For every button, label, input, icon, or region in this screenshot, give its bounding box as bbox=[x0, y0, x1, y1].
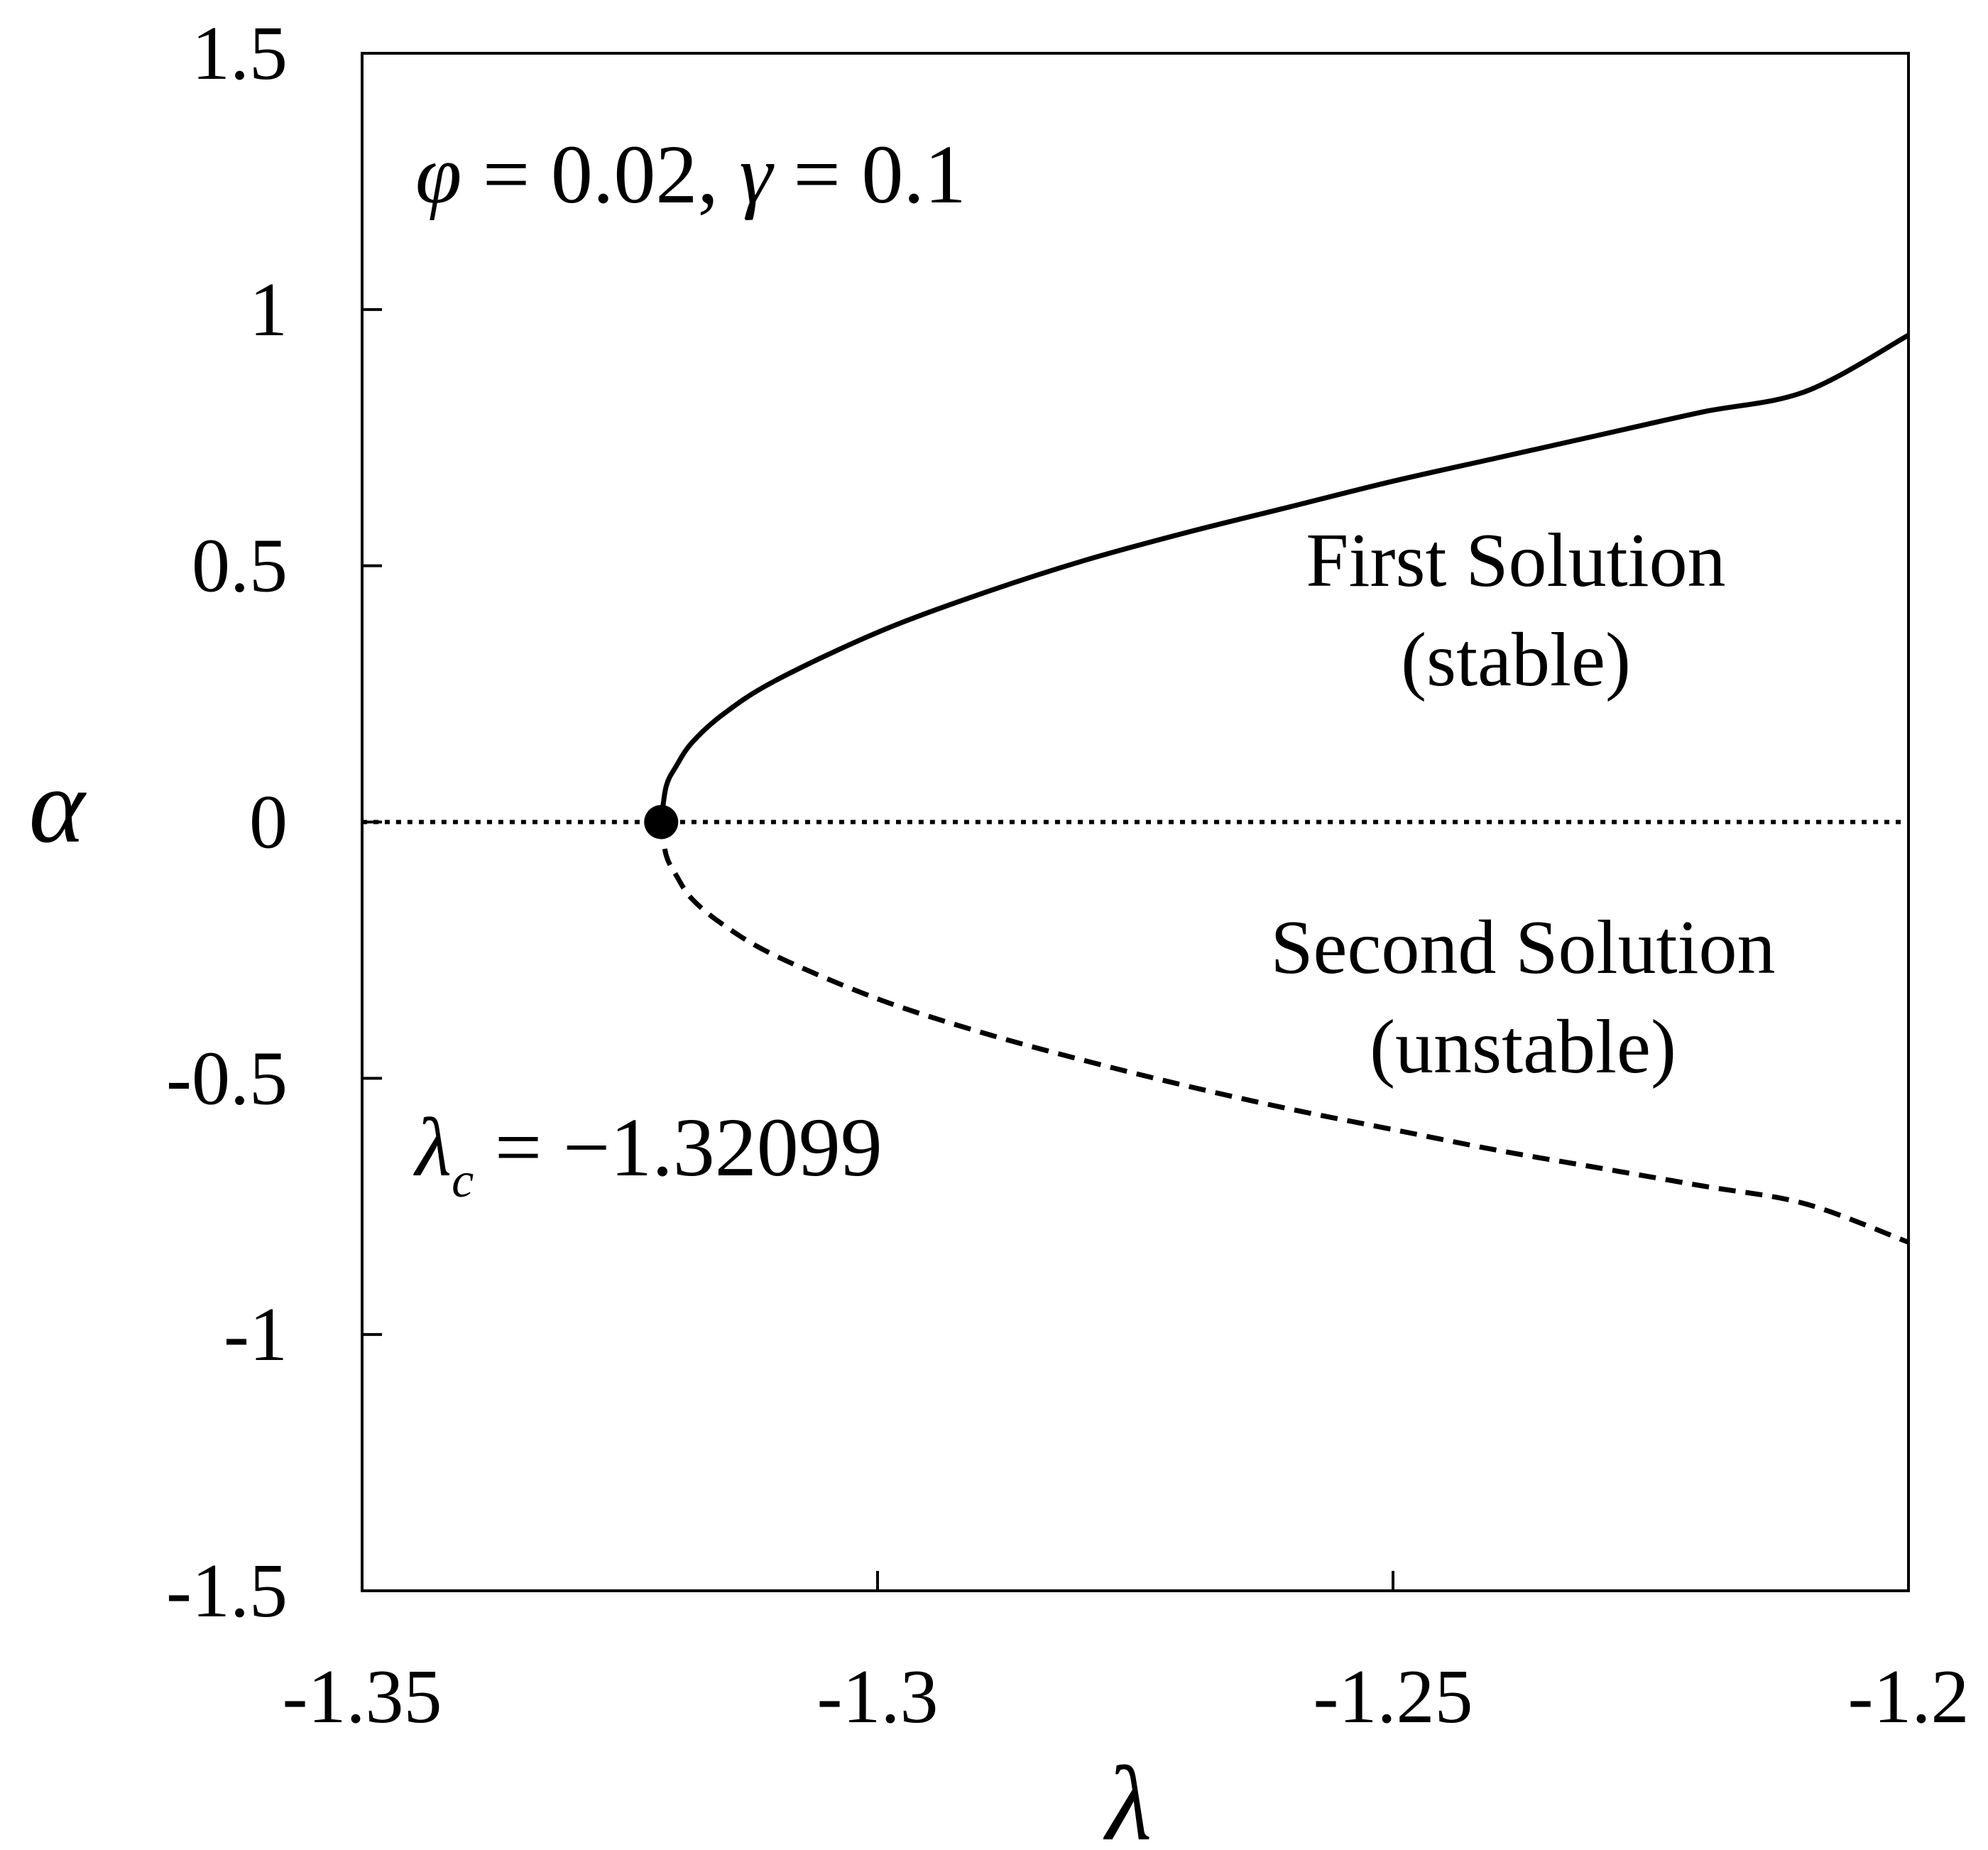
y-tick-label: 0.5 bbox=[192, 524, 288, 609]
y-tick-label: 1 bbox=[249, 268, 288, 352]
second-solution-curve bbox=[658, 821, 1910, 1245]
first-solution-curve bbox=[658, 332, 1910, 822]
first-solution-label: First Solution bbox=[1306, 518, 1725, 603]
y-tick-label: -1 bbox=[224, 1293, 288, 1377]
first-solution-stability: (stable) bbox=[1401, 618, 1631, 702]
x-tick-label: -1.3 bbox=[817, 1655, 939, 1739]
second-solution-stability: (unstable) bbox=[1370, 1005, 1676, 1089]
lambda-c-value: = −1.32099 bbox=[474, 1101, 883, 1194]
critical-value-annotation: λc = −1.32099 bbox=[413, 1101, 883, 1208]
phi-symbol: φ bbox=[415, 128, 462, 221]
x-tick-label: -1.2 bbox=[1848, 1655, 1970, 1739]
y-tick-label: -0.5 bbox=[166, 1036, 288, 1121]
gamma-value: = 0.1 bbox=[772, 128, 966, 221]
y-tick-label: -1.5 bbox=[166, 1549, 288, 1633]
marks-layer: -1.35 -1.3 -1.25 -1.2 1.5 1 0.5 0 -0.5 -1 -1.5 bbox=[166, 11, 1969, 1739]
x-axis-title: λ bbox=[1103, 1745, 1152, 1846]
second-solution-label: Second Solution bbox=[1270, 905, 1775, 990]
phi-value: = 0.02, bbox=[462, 128, 739, 221]
y-tick-label: 1.5 bbox=[192, 11, 288, 96]
gamma-symbol: γ bbox=[739, 128, 775, 221]
y-tick-label: 0 bbox=[249, 780, 288, 865]
lambda-c-symbol: λ bbox=[413, 1101, 452, 1194]
x-tick-label: -1.25 bbox=[1314, 1655, 1473, 1739]
parameter-annotation: φ = 0.02, γ = 0.1 bbox=[415, 128, 966, 221]
lambda-c-subscript: c bbox=[452, 1153, 474, 1208]
x-tick-label: -1.35 bbox=[283, 1655, 442, 1739]
y-axis-title: α bbox=[29, 747, 87, 865]
critical-point-marker bbox=[644, 805, 679, 839]
